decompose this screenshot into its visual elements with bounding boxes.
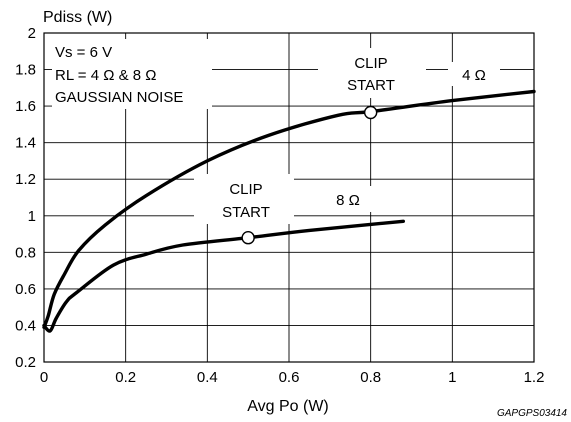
tick-labels: 0 0.2 0.4 0.6 0.8 1 1.20.20.40.60.811.21.41.61… xyxy=(15,25,544,386)
y-tick-label-1: 0.4 xyxy=(15,317,36,334)
clip-start-8-line2: START xyxy=(222,204,270,221)
annotation-bg-3 xyxy=(194,174,294,224)
y-tick-label-7: 1.6 xyxy=(15,98,36,115)
y-tick-label-6: 1.4 xyxy=(15,135,36,152)
series-layer xyxy=(42,89,536,333)
y-tick-label-5: 1.2 xyxy=(15,171,36,188)
figure-code: GAPGPS03414 xyxy=(497,408,567,419)
x-tick-label-4: 0.8 xyxy=(360,369,381,386)
annotation-bg-0 xyxy=(52,39,212,109)
annotation-bg-4 xyxy=(318,186,380,212)
series-line-0 xyxy=(42,89,536,329)
y-tick-label-0: 0.2 xyxy=(15,354,36,371)
x-tick-label-6: 1.2 xyxy=(524,369,545,386)
clip-start-4-line1: CLIP xyxy=(354,55,387,72)
y-tick-label-9: 2 xyxy=(28,25,36,42)
condition-rl: RL = 4 Ω & 8 Ω xyxy=(55,67,157,84)
series-label-8-ohm: 8 Ω xyxy=(336,192,360,209)
series-line-1 xyxy=(42,219,405,333)
x-tick-label-1: 0.2 xyxy=(115,369,136,386)
x-tick-label-3: 0.6 xyxy=(279,369,300,386)
clip-start-marker-1 xyxy=(241,231,255,245)
x-axis-label: Avg Po (W) xyxy=(247,398,329,415)
x-tick-label-2: 0.4 xyxy=(197,369,218,386)
y-tick-label-2: 0.6 xyxy=(15,281,36,298)
clip-markers xyxy=(241,105,378,245)
annotation-bg-2 xyxy=(448,62,500,86)
y-tick-label-4: 1 xyxy=(28,208,36,225)
plot-frame xyxy=(43,32,535,363)
clip-start-marker-0 xyxy=(363,105,378,120)
clip-start-8-line1: CLIP xyxy=(229,181,262,198)
y-tick-label-8: 1.8 xyxy=(15,62,36,79)
x-tick-label-0: 0 xyxy=(40,369,48,386)
series-label-4-ohm: 4 Ω xyxy=(462,67,486,84)
y-axis-label: Pdiss (W) xyxy=(43,9,112,26)
annotation-bg-1 xyxy=(318,48,426,98)
y-tick-label-3: 0.8 xyxy=(15,244,36,261)
condition-vs: Vs = 6 V xyxy=(55,44,112,61)
x-tick-label-5: 1 xyxy=(448,369,456,386)
clip-start-4-line2: START xyxy=(347,77,395,94)
annotation-backgrounds xyxy=(52,39,500,224)
condition-noise: GAUSSIAN NOISE xyxy=(55,89,183,106)
